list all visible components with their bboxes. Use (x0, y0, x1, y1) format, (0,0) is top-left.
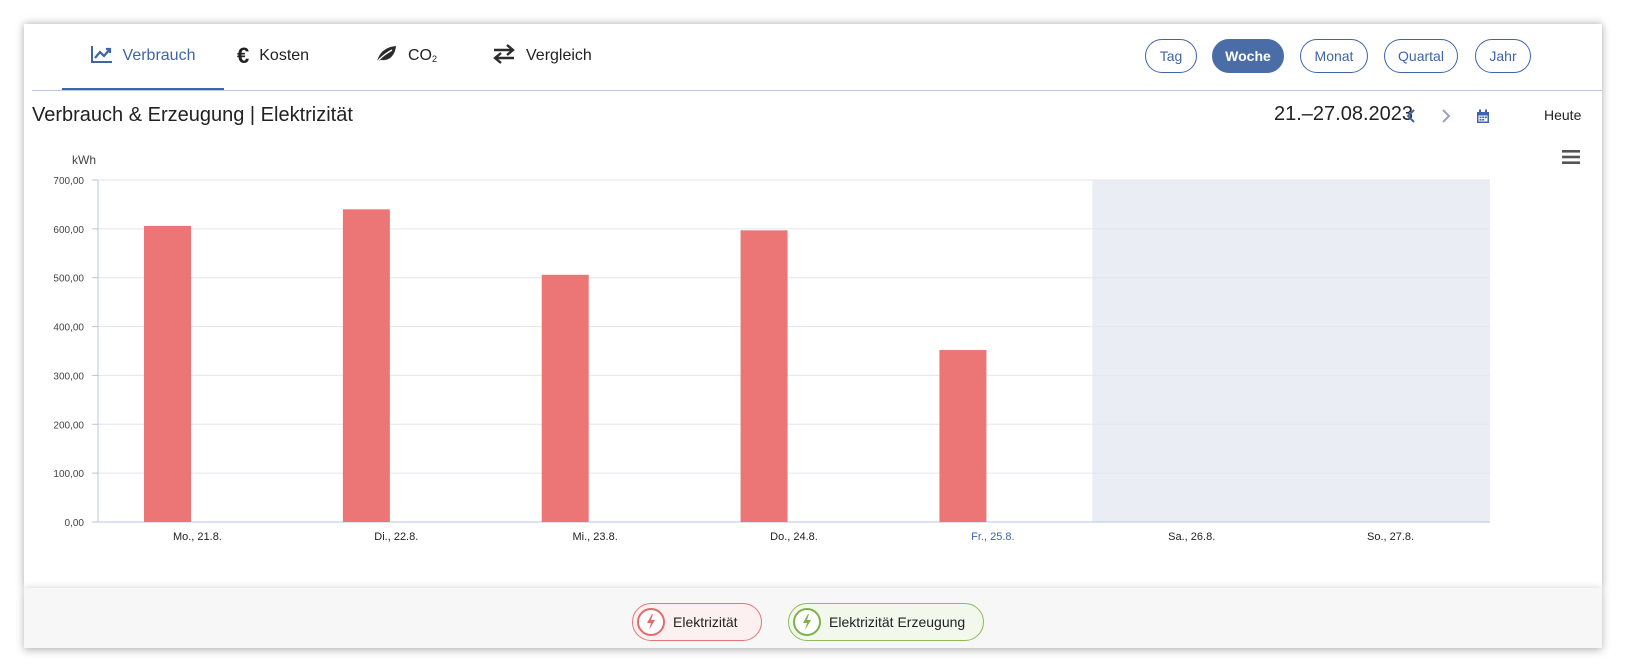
period-jahr-button[interactable]: Jahr (1475, 39, 1531, 73)
tab-co2[interactable]: CO 2 (374, 24, 437, 88)
legend-label: Elektrizität (673, 614, 738, 630)
x-tick-label: Do., 24.8. (770, 531, 818, 543)
bar-elektrizitaet (144, 225, 191, 522)
period-tag-button[interactable]: Tag (1145, 39, 1197, 73)
hamburger-menu-icon (1562, 150, 1580, 164)
bar-elektrizitaet (740, 230, 788, 522)
y-tick-label: 300,00 (53, 371, 84, 382)
y-tick-label: 400,00 (53, 323, 84, 334)
tab-vergleich[interactable]: Vergleich (492, 24, 592, 88)
y-tick-label: 600,00 (53, 225, 84, 236)
y-axis-label: kWh (72, 153, 96, 167)
calendar-icon (1477, 109, 1489, 123)
tab-label: Kosten (259, 47, 310, 64)
next-period-button[interactable] (1436, 104, 1456, 128)
legend-bar: Elektrizität Elektrizität Erzeugung (24, 588, 1602, 648)
y-tick-label: 0,00 (65, 518, 85, 529)
lightning-icon (637, 608, 665, 636)
tab-label: Verbrauch (122, 47, 196, 64)
y-tick-label: 700,00 (53, 176, 84, 187)
tab-label: Vergleich (526, 47, 592, 64)
x-tick-label: Sa., 26.8. (1168, 531, 1215, 543)
tab-label-sub: 2 (432, 54, 438, 64)
period-quartal-button[interactable]: Quartal (1384, 39, 1458, 73)
x-tick-label: Di., 22.8. (374, 531, 418, 543)
lightning-icon (793, 608, 821, 636)
tab-bar: Verbrauch € Kosten CO 2 Vergleich (32, 24, 1602, 91)
bar-chart: 0,00 100,00 200,00 300,00 400,00 500,00 600,00… (53, 153, 1490, 543)
euro-icon: € (237, 43, 250, 68)
trend-chart-icon (90, 45, 113, 68)
chart-card: Verbrauch € Kosten CO 2 Vergleich Tag Woc… (24, 24, 1602, 588)
legend-elektrizitaet-erzeugung[interactable]: Elektrizität Erzeugung (788, 603, 984, 641)
leaf-icon (374, 44, 398, 69)
chevron-right-icon (1442, 109, 1451, 123)
period-monat-button[interactable]: Monat (1300, 39, 1368, 73)
y-tick-label: 500,00 (53, 274, 84, 285)
tab-label: CO (408, 47, 432, 64)
x-tick-label: Mi., 23.8. (573, 531, 618, 543)
chart-title: Verbrauch & Erzeugung | Elektrizität (32, 104, 353, 126)
calendar-button[interactable] (1473, 104, 1493, 128)
legend-label: Elektrizität Erzeugung (829, 614, 966, 630)
y-tick-label: 100,00 (53, 469, 84, 480)
future-period-band (1092, 180, 1490, 522)
x-tick-label: So., 27.8. (1367, 531, 1414, 543)
tab-kosten[interactable]: € Kosten (237, 24, 309, 88)
x-tick-label: Mo., 21.8. (173, 531, 222, 543)
y-tick-label: 200,00 (53, 420, 84, 431)
chart-menu-button[interactable] (1562, 150, 1580, 164)
date-range: 21.–27.08.2023 (1274, 103, 1414, 125)
bar-elektrizitaet (342, 209, 390, 523)
tab-verbrauch[interactable]: Verbrauch (62, 24, 224, 90)
compare-arrows-icon (492, 43, 516, 69)
legend-elektrizitaet[interactable]: Elektrizität (632, 603, 762, 641)
x-tick-label: Fr., 25.8. (971, 531, 1014, 543)
prev-period-button[interactable] (1401, 104, 1421, 128)
bar-elektrizitaet (541, 274, 589, 522)
today-button[interactable]: Heute (1544, 107, 1582, 123)
bar-elektrizitaet (939, 350, 987, 522)
chevron-left-icon (1406, 109, 1415, 123)
period-woche-button[interactable]: Woche (1212, 39, 1284, 73)
